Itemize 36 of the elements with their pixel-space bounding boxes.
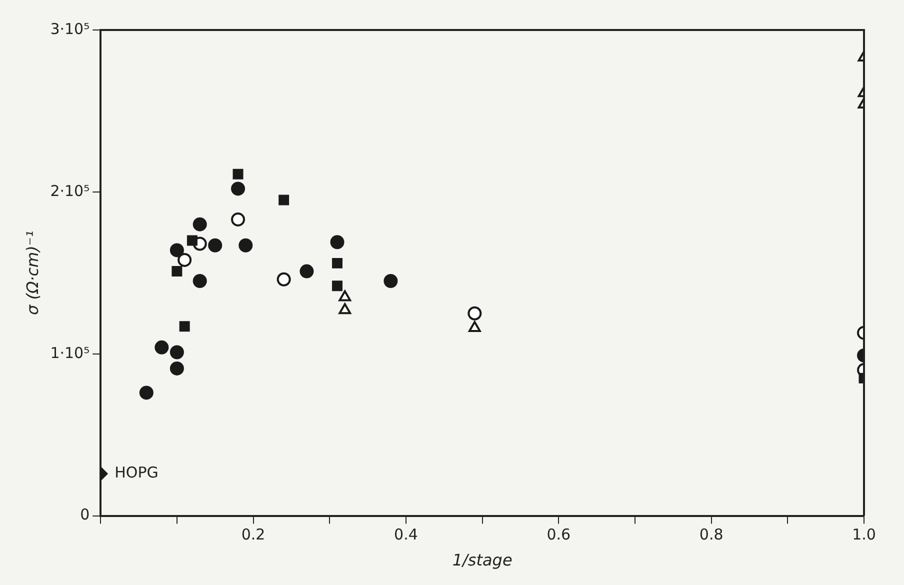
point [278, 194, 290, 206]
point [332, 280, 343, 292]
series-label: HOPG [114, 464, 158, 482]
point [231, 212, 246, 226]
point [332, 258, 343, 268]
x-tick-label: 0.2 [241, 526, 266, 544]
x-axis-title: 1/stage [452, 550, 512, 570]
point [208, 238, 222, 252]
y-tick-label: 1·10⁵ [50, 344, 90, 362]
point [172, 266, 182, 277]
y-tick-label: 0 [80, 506, 90, 524]
x-tick-label: 0.8 [699, 526, 724, 544]
point [154, 340, 169, 354]
point [170, 345, 184, 360]
point [238, 238, 253, 252]
point [384, 274, 398, 288]
point [192, 274, 207, 288]
point [186, 235, 198, 246]
point [300, 264, 314, 278]
point [276, 272, 291, 286]
y-tick-label: 3·10⁵ [50, 20, 90, 38]
point [179, 321, 190, 332]
point [170, 243, 184, 258]
x-tick-label: 1.0 [852, 526, 876, 544]
point [231, 182, 246, 196]
point [178, 252, 192, 267]
point [232, 168, 244, 180]
x-tick-label: 0.6 [546, 526, 571, 544]
point [330, 235, 344, 250]
point [139, 386, 154, 400]
point [468, 306, 482, 320]
y-axis-title: σ (Ω·cm)⁻¹ [22, 230, 42, 316]
point [192, 217, 207, 232]
point [170, 361, 184, 376]
x-tick-label: 0.4 [394, 526, 418, 544]
y-tick-label: 2·10⁵ [50, 182, 90, 200]
